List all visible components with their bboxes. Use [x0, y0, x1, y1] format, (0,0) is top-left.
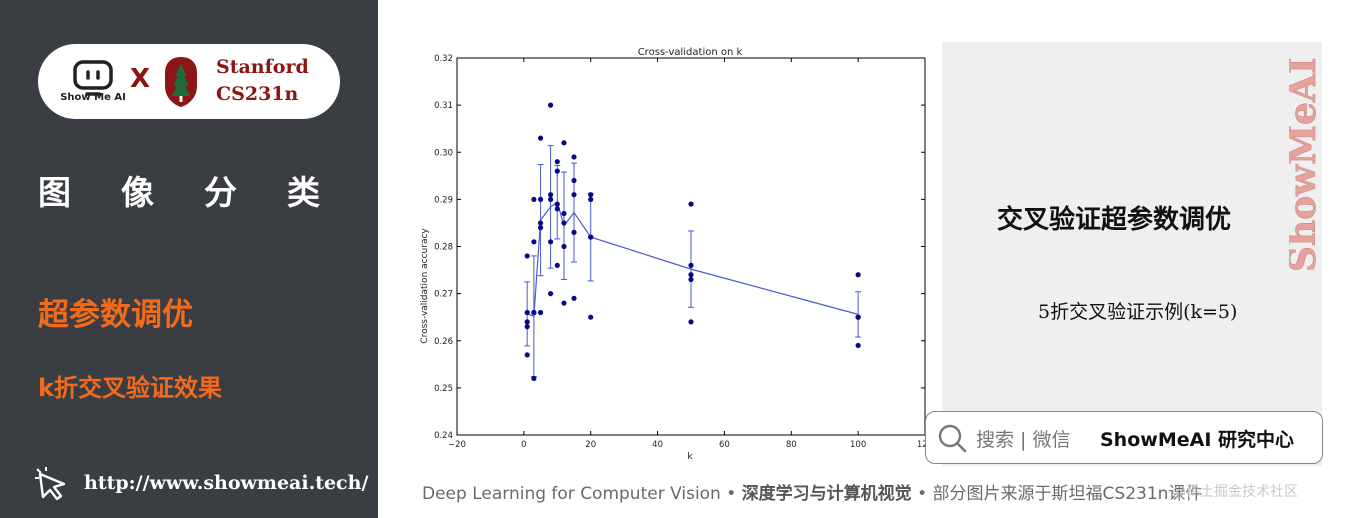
- search-prefix: 搜索 | 微信: [976, 429, 1071, 451]
- data-point: [588, 196, 594, 202]
- data-point: [548, 192, 554, 198]
- right-heading: 交叉验证超参数调优: [997, 205, 1232, 235]
- data-point: [688, 276, 694, 283]
- topic-title: 图像分类: [38, 173, 370, 212]
- data-point: [588, 314, 594, 320]
- footer-separator: •: [911, 484, 933, 504]
- showmeai-logo-icon: [73, 60, 113, 96]
- data-point: [855, 314, 861, 320]
- vertical-watermark: ShowMeAI: [1289, 57, 1324, 272]
- showmeai-label: Show Me AI: [60, 92, 126, 103]
- mean-accuracy-line: [527, 201, 859, 318]
- data-point: [571, 154, 577, 160]
- data-point: [571, 229, 577, 235]
- footer-separator: •: [720, 484, 742, 504]
- right-caption: 5折交叉验证示例(k=5): [1038, 301, 1238, 323]
- data-point: [548, 196, 554, 202]
- data-point: [855, 342, 861, 349]
- data-point: [554, 206, 560, 212]
- data-point: [537, 196, 544, 202]
- data-point: [688, 262, 694, 268]
- data-point: [537, 220, 544, 226]
- y-tick-label: 0.27: [434, 290, 453, 300]
- data-point: [571, 192, 577, 198]
- data-point: [524, 324, 530, 330]
- search-icon: [938, 424, 967, 453]
- wechat-search-box[interactable]: 搜索 | 微信 ShowMeAI 研究中心: [925, 411, 1323, 464]
- chart-title: Cross-validation on k: [638, 47, 743, 58]
- right-panel: 交叉验证超参数调优 5折交叉验证示例(k=5): [942, 42, 1322, 466]
- footer-chinese: 深度学习与计算机视觉: [741, 484, 912, 504]
- x-axis-label: k: [687, 452, 693, 462]
- data-point: [554, 159, 560, 165]
- left-panel: Show Me AI X Stanford CS231n 图像分类 超参数调优 …: [0, 0, 378, 518]
- section-title: 超参数调优: [38, 297, 193, 333]
- stanford-tree-icon: [165, 57, 197, 107]
- data-point: [554, 201, 560, 207]
- data-point: [571, 295, 577, 301]
- y-tick-label: 0.30: [434, 148, 453, 158]
- y-tick-label: 0.28: [434, 243, 453, 253]
- x-tick-label: 80: [786, 440, 797, 450]
- search-brand: ShowMeAI 研究中心: [1100, 429, 1294, 451]
- data-point: [561, 210, 567, 217]
- data-point: [531, 375, 537, 382]
- chart-svg: Cross-validation on k k Cross-validation…: [420, 47, 933, 462]
- data-point: [554, 168, 560, 174]
- cross-validation-chart: Cross-validation on k k Cross-validation…: [405, 40, 940, 465]
- x-tick-label: 20: [585, 440, 596, 450]
- y-tick-label: 0.24: [434, 431, 453, 441]
- data-point: [548, 291, 554, 297]
- data-point: [561, 220, 567, 226]
- data-point: [561, 140, 567, 146]
- x-tick-label: 40: [652, 440, 663, 450]
- data-point: [588, 192, 594, 198]
- data-point: [561, 243, 567, 250]
- y-tick-label: 0.31: [434, 101, 453, 111]
- data-point: [537, 309, 544, 316]
- y-axis-label: Cross-validation accuracy: [420, 228, 430, 344]
- footer: Deep Learning for Computer Vision • 深度学习…: [422, 479, 1202, 504]
- cursor-click-icon: [35, 467, 66, 500]
- data-point: [524, 253, 530, 259]
- footer-watermark: @稀土掘金技术社区: [1172, 484, 1298, 500]
- data-point: [588, 234, 594, 240]
- x-tick-label: −20: [448, 440, 466, 450]
- data-point: [855, 272, 861, 278]
- y-tick-label: 0.32: [434, 54, 453, 64]
- data-point: [531, 309, 537, 316]
- data-point: [537, 135, 544, 141]
- data-point: [688, 272, 694, 278]
- y-tick-label: 0.29: [434, 195, 453, 205]
- subsection-title: k折交叉验证效果: [38, 374, 222, 402]
- data-point: [688, 319, 694, 325]
- stanford-label: Stanford: [216, 56, 309, 78]
- data-point: [571, 177, 577, 184]
- y-tick-label: 0.26: [434, 337, 453, 347]
- data-point: [524, 319, 530, 325]
- data-point: [688, 201, 694, 207]
- times-sign: X: [130, 64, 151, 94]
- data-point: [524, 309, 530, 316]
- brand-logo-card: Show Me AI X Stanford CS231n: [38, 44, 340, 119]
- data-point: [524, 352, 530, 358]
- y-tick-label: 0.25: [434, 384, 453, 394]
- x-tick-label: 0: [521, 440, 526, 450]
- data-point: [561, 300, 567, 306]
- vertical-watermark-text: ShowMeAI: [1289, 57, 1324, 272]
- footer-english: Deep Learning for Computer Vision: [422, 484, 721, 504]
- footer-source: 部分图片来源于斯坦福CS231n课件: [932, 484, 1203, 504]
- x-tick-label: 60: [719, 440, 730, 450]
- data-point: [548, 102, 554, 108]
- data-point: [554, 262, 560, 268]
- x-tick-label: 100: [850, 440, 866, 450]
- data-point: [548, 239, 554, 245]
- data-point: [531, 196, 537, 202]
- website-link[interactable]: http://www.showmeai.tech/: [84, 472, 369, 494]
- data-point: [531, 239, 537, 245]
- data-point: [537, 225, 544, 231]
- course-label: CS231n: [216, 83, 299, 105]
